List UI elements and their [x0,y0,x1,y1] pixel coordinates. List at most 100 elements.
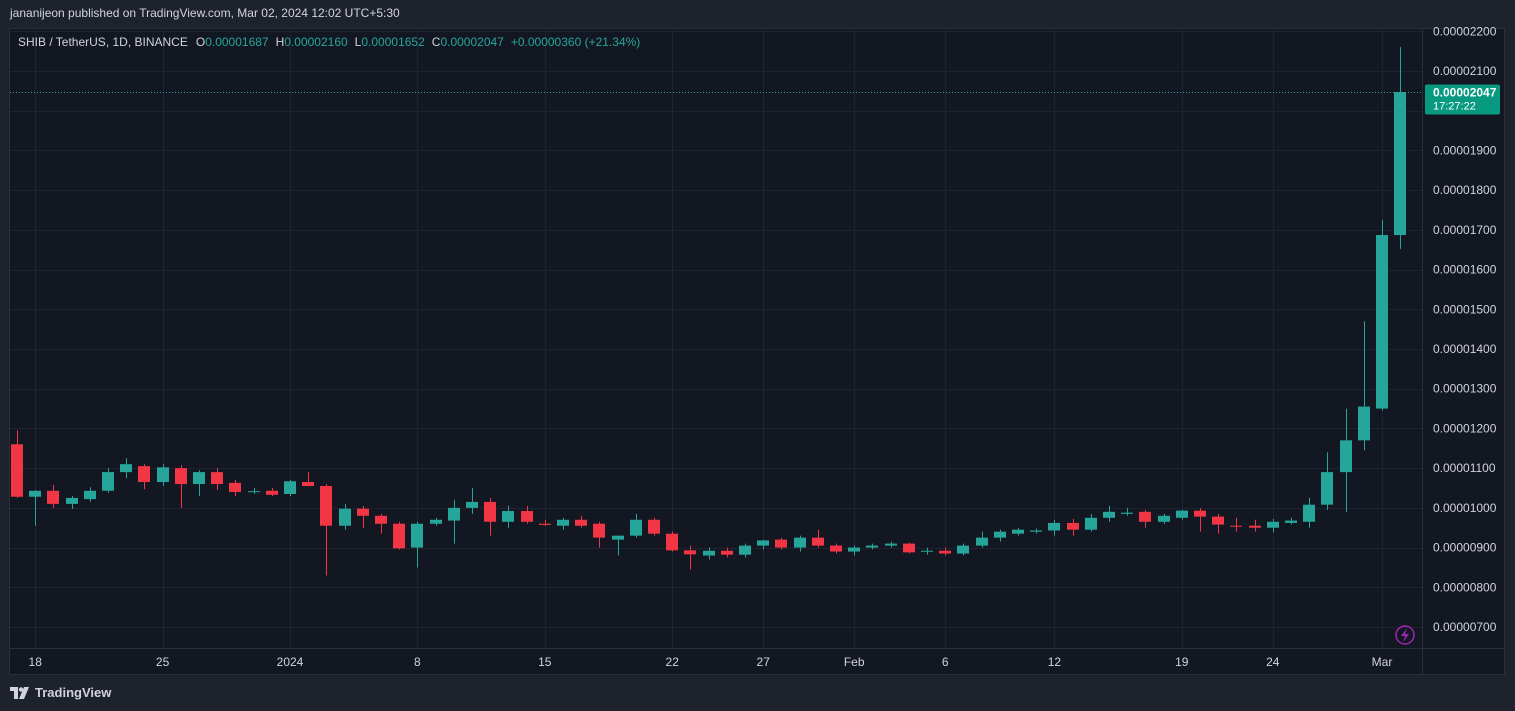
candle[interactable] [1303,497,1315,528]
price-badge: 0.00002047 17:27:22 [1425,84,1500,115]
candle[interactable] [84,487,96,502]
candle[interactable] [1194,507,1206,532]
candle[interactable] [885,541,897,548]
candle[interactable] [921,547,933,555]
candle[interactable] [1012,527,1024,536]
candle[interactable] [1267,518,1279,533]
candle[interactable] [612,535,624,556]
candle[interactable] [138,464,150,490]
candle[interactable] [47,484,59,508]
candle[interactable] [1212,513,1224,534]
candle[interactable] [994,529,1006,542]
candle[interactable] [102,468,114,493]
candle[interactable] [903,542,915,554]
candle[interactable] [1376,219,1388,411]
candle[interactable] [1103,505,1115,522]
candle-body [1030,530,1042,532]
legend-high-value: 0.00002160 [284,35,348,49]
candle[interactable] [721,547,733,558]
chart-legend[interactable]: SHIB / TetherUS, 1D, BINANCE O 0.0000168… [18,35,647,49]
candle[interactable] [1230,517,1242,532]
candle[interactable] [502,505,514,528]
candle[interactable] [1030,528,1042,534]
candle[interactable] [1048,519,1060,536]
lightning-bolt-icon[interactable] [1395,625,1415,645]
candle[interactable] [575,515,587,528]
candle[interactable] [248,488,260,494]
candle[interactable] [1249,519,1261,532]
candle[interactable] [66,495,78,510]
candle[interactable] [1340,408,1352,512]
candle-body [1230,525,1242,527]
candle-body [1139,511,1151,522]
candle[interactable] [1285,517,1297,525]
candle-body [1212,516,1224,525]
candle[interactable] [1067,518,1079,536]
candle-body [1158,515,1170,522]
candle[interactable] [430,517,442,526]
candle-body [1176,510,1188,518]
candle[interactable] [1158,513,1170,524]
candle[interactable] [320,484,332,576]
candle[interactable] [939,547,951,556]
price-axis-label: 0.00001200 [1433,421,1497,435]
candle[interactable] [521,505,533,524]
candle[interactable] [757,539,769,550]
candle[interactable] [539,519,551,526]
candle[interactable] [684,545,696,570]
candle[interactable] [302,472,314,487]
candle[interactable] [1394,47,1406,249]
candle[interactable] [120,458,132,479]
candle[interactable] [193,470,205,496]
candle[interactable] [1085,513,1097,532]
candle[interactable] [1358,321,1370,451]
candle[interactable] [739,543,751,558]
candle[interactable] [957,543,969,556]
candle[interactable] [648,517,660,536]
candle[interactable] [266,488,278,496]
chart-frame[interactable] [9,28,1505,675]
candle[interactable] [866,543,878,550]
candle[interactable] [1139,509,1151,528]
time-axis[interactable]: 18 25 2024 8 15 22 27 Feb 6 12 19 24 Mar [29,655,1393,669]
candle[interactable] [29,489,41,526]
candle[interactable] [593,521,605,548]
time-axis-label: Feb [844,655,865,669]
candle[interactable] [175,464,187,508]
candle[interactable] [375,513,387,534]
candle[interactable] [557,517,569,530]
candle[interactable] [976,531,988,548]
candle[interactable] [703,547,715,560]
candle[interactable] [411,521,423,568]
candle[interactable] [393,521,405,550]
candle[interactable] [775,537,787,550]
footer-brand[interactable]: TradingView [10,685,111,700]
candle[interactable] [11,430,23,498]
legend-symbol[interactable]: SHIB / TetherUS, 1D, BINANCE [18,35,188,49]
time-axis-label: 6 [942,655,949,669]
candle[interactable] [1121,507,1133,516]
candle-body [557,519,569,526]
candle[interactable] [794,535,806,552]
candle-body [1067,522,1079,530]
candle[interactable] [157,464,169,487]
candle[interactable] [448,499,460,544]
candle[interactable] [812,529,824,548]
candle[interactable] [284,480,296,496]
candle-body [1321,472,1333,505]
candle[interactable] [484,497,496,536]
candle[interactable] [339,503,351,530]
candle-body [357,508,369,516]
candle[interactable] [357,505,369,528]
candle[interactable] [848,545,860,556]
candle[interactable] [229,480,241,496]
candle[interactable] [1176,509,1188,520]
price-axis[interactable]: 0.00000700 0.00000800 0.00000900 0.00001000… [1433,24,1497,634]
candle[interactable] [466,488,478,514]
candle[interactable] [830,543,842,554]
candle[interactable] [1321,452,1333,510]
candle[interactable] [211,468,223,490]
candle[interactable] [666,531,678,552]
candle[interactable] [630,513,642,538]
